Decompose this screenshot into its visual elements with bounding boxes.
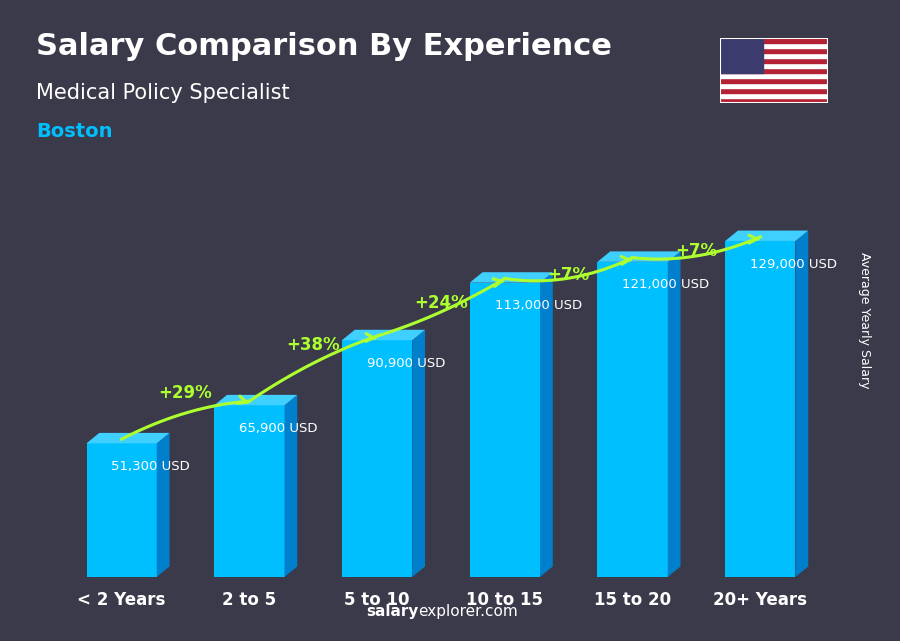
Text: Salary Comparison By Experience: Salary Comparison By Experience bbox=[36, 32, 612, 61]
Polygon shape bbox=[86, 444, 157, 577]
Text: 129,000 USD: 129,000 USD bbox=[750, 258, 837, 271]
Polygon shape bbox=[796, 231, 808, 577]
Bar bbox=[720, 93, 828, 97]
Text: Medical Policy Specialist: Medical Policy Specialist bbox=[36, 83, 290, 103]
Bar bbox=[720, 38, 763, 73]
Text: +7%: +7% bbox=[548, 266, 590, 284]
Polygon shape bbox=[342, 329, 425, 340]
Bar bbox=[720, 48, 828, 53]
Polygon shape bbox=[214, 395, 297, 405]
Polygon shape bbox=[725, 231, 808, 241]
Bar bbox=[720, 58, 828, 63]
Bar bbox=[720, 53, 828, 58]
Text: Average Yearly Salary: Average Yearly Salary bbox=[858, 253, 870, 388]
Polygon shape bbox=[598, 262, 668, 577]
Text: 51,300 USD: 51,300 USD bbox=[112, 460, 190, 473]
Bar bbox=[720, 73, 828, 78]
Polygon shape bbox=[540, 272, 553, 577]
Polygon shape bbox=[157, 433, 169, 577]
Text: +29%: +29% bbox=[158, 384, 212, 402]
Text: +38%: +38% bbox=[286, 336, 340, 354]
Text: 90,900 USD: 90,900 USD bbox=[367, 357, 446, 370]
Polygon shape bbox=[598, 251, 680, 262]
Text: salary: salary bbox=[366, 604, 418, 619]
Text: 121,000 USD: 121,000 USD bbox=[623, 278, 709, 292]
Bar bbox=[720, 68, 828, 73]
Polygon shape bbox=[470, 272, 553, 283]
Polygon shape bbox=[86, 433, 169, 444]
Text: 65,900 USD: 65,900 USD bbox=[239, 422, 318, 435]
Text: +24%: +24% bbox=[414, 294, 468, 312]
Polygon shape bbox=[725, 241, 796, 577]
Polygon shape bbox=[668, 251, 680, 577]
Bar bbox=[720, 78, 828, 83]
Bar bbox=[720, 83, 828, 88]
Bar bbox=[720, 88, 828, 93]
Text: +7%: +7% bbox=[675, 242, 717, 260]
Text: Boston: Boston bbox=[36, 122, 112, 141]
Polygon shape bbox=[214, 405, 284, 577]
Polygon shape bbox=[470, 283, 540, 577]
Polygon shape bbox=[284, 395, 297, 577]
Polygon shape bbox=[342, 340, 412, 577]
Bar bbox=[720, 63, 828, 68]
Text: 113,000 USD: 113,000 USD bbox=[495, 299, 581, 312]
Bar bbox=[720, 38, 828, 44]
Bar bbox=[720, 97, 828, 103]
Polygon shape bbox=[412, 329, 425, 577]
Text: explorer.com: explorer.com bbox=[418, 604, 518, 619]
Bar bbox=[720, 44, 828, 48]
